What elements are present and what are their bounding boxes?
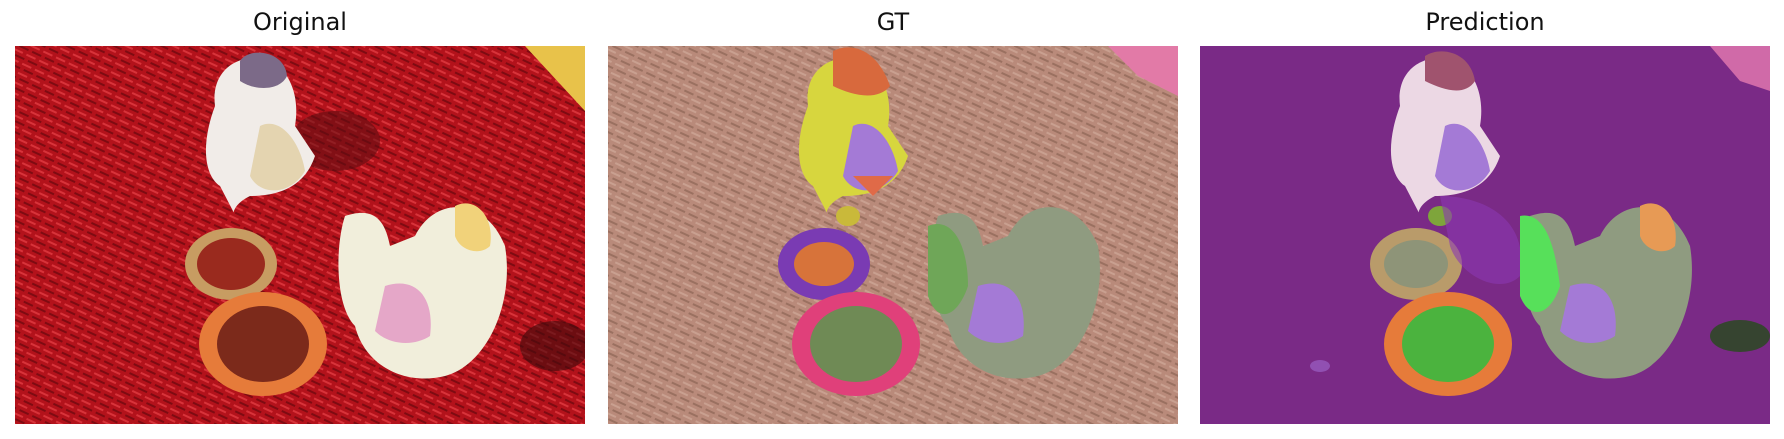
prediction-mask-image: [1200, 46, 1770, 424]
original-image: [15, 46, 585, 424]
panel-title-original: Original: [253, 8, 347, 36]
gt-mask-image: [608, 46, 1178, 424]
panel-title-prediction: Prediction: [1425, 8, 1545, 36]
panel-title-gt: GT: [876, 8, 910, 36]
